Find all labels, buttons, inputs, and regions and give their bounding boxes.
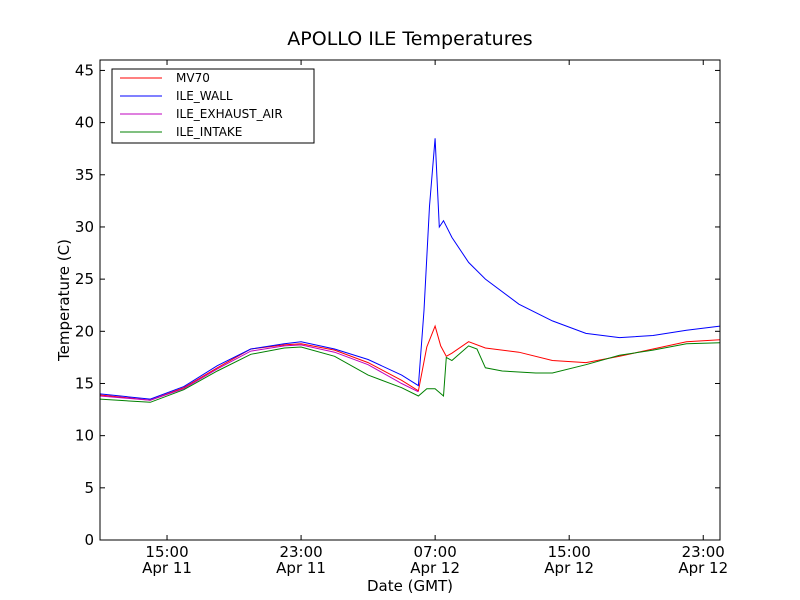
x-tick-label-time: 07:00 [414, 543, 457, 561]
x-tick-label-date: Apr 11 [142, 559, 192, 577]
y-tick-label: 0 [84, 531, 94, 549]
y-tick-label: 15 [75, 374, 94, 392]
y-tick-label: 45 [75, 61, 94, 79]
legend-label-ile-exhaust-air: ILE_EXHAUST_AIR [176, 107, 283, 121]
x-tick-label-time: 15:00 [548, 543, 591, 561]
x-tick-label-time: 23:00 [682, 543, 725, 561]
chart-title: APOLLO ILE Temperatures [287, 28, 532, 50]
series-layer [99, 138, 721, 403]
x-tick-label-date: Apr 12 [544, 559, 594, 577]
x-axis-label: Date (GMT) [367, 577, 453, 595]
series-line-ile-exhaust-air [99, 344, 419, 401]
x-tick-label-time: 23:00 [279, 543, 322, 561]
legend-box [111, 68, 315, 144]
y-tick-label: 10 [75, 427, 94, 445]
x-tick-label-date: Apr 12 [678, 559, 728, 577]
legend-label-mv70: MV70 [176, 71, 210, 85]
y-axis: 0 5 10 15 20 25 30 35 40 45 [75, 61, 720, 549]
series-line-ile-wall [99, 138, 721, 400]
plot-border [99, 59, 721, 541]
legend-label-ile-wall: ILE_WALL [176, 89, 233, 103]
y-tick-label: 5 [84, 479, 94, 497]
y-tick-label: 20 [75, 322, 94, 340]
legend-label-ile-intake: ILE_INTAKE [176, 125, 242, 139]
y-tick-label: 25 [75, 270, 94, 288]
series-line-ile-intake [99, 342, 721, 403]
x-tick-label-date: Apr 12 [410, 559, 460, 577]
y-tick-label: 30 [75, 218, 94, 236]
x-tick-label-date: Apr 11 [276, 559, 326, 577]
y-axis-label: Temperature (C) [55, 239, 73, 362]
legend: MV70 ILE_WALL ILE_EXHAUST_AIR ILE_INTAKE [111, 68, 315, 144]
x-tick-label-time: 15:00 [145, 543, 188, 561]
y-tick-label: 40 [75, 114, 94, 132]
y-tick-label: 35 [75, 166, 94, 184]
